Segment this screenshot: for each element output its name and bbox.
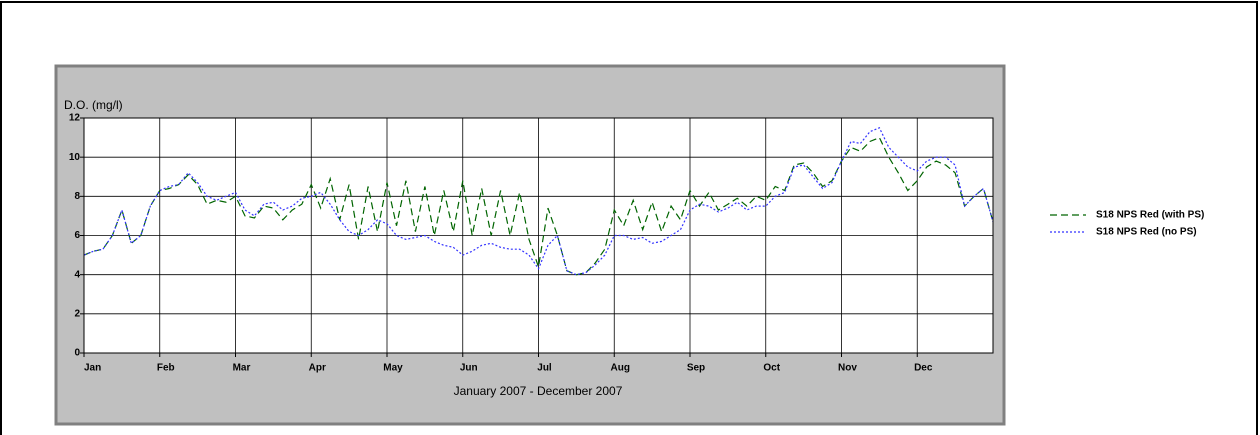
- x-tick-label: Jan: [84, 363, 101, 374]
- x-tick-label: Jun: [460, 363, 478, 374]
- x-tick-label: Oct: [763, 363, 780, 374]
- x-tick-label: Sep: [687, 363, 705, 374]
- legend-label: S18 NPS Red (no PS): [1096, 227, 1197, 238]
- x-tick-label: Jul: [537, 363, 552, 374]
- data-line: [83, 127, 994, 276]
- y-axis-label: D.O. (mg/l): [64, 98, 123, 112]
- x-tick-label: May: [383, 363, 403, 374]
- legend-label: S18 NPS Red (with PS): [1096, 210, 1204, 221]
- y-tick-label: 2: [74, 308, 80, 319]
- y-tick-label: 0: [74, 348, 80, 359]
- y-tick-label: 12: [69, 113, 81, 124]
- x-tick-label: Feb: [157, 363, 175, 374]
- x-tick-label: Aug: [611, 363, 630, 374]
- plot-border: [83, 117, 994, 354]
- x-tick-label: Mar: [233, 363, 251, 374]
- x-axis-label: January 2007 - December 2007: [454, 384, 623, 398]
- y-tick-label: 6: [74, 230, 80, 241]
- x-tick-label: Nov: [838, 363, 857, 374]
- y-tick-label: 10: [69, 152, 81, 163]
- x-tick-label: Dec: [914, 363, 933, 374]
- y-tick-label: 4: [74, 269, 80, 280]
- y-tick-label: 8: [74, 191, 80, 202]
- x-tick-label: Apr: [309, 363, 326, 374]
